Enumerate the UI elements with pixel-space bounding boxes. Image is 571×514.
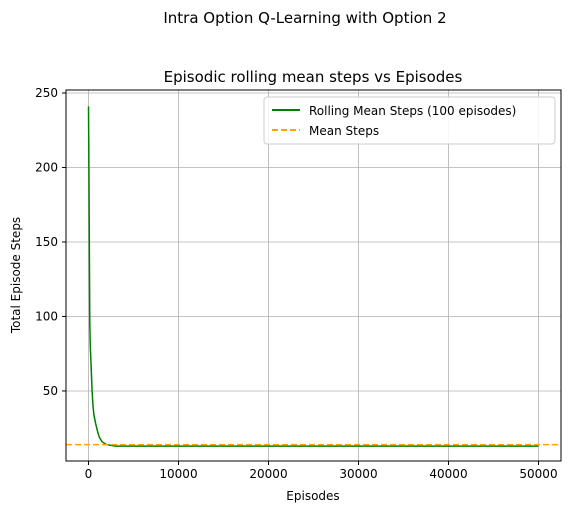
x-tick-label: 50000 [519, 467, 557, 481]
x-tick-label: 10000 [159, 467, 197, 481]
grid-lines [66, 90, 561, 461]
plot-area [66, 106, 561, 447]
axes [62, 89, 562, 465]
legend-box [263, 96, 556, 145]
x-tick-label: 40000 [429, 467, 467, 481]
y-tick-label: 150 [35, 235, 58, 249]
axes-frame [65, 89, 562, 462]
x-axis-label: Episodes [286, 489, 339, 503]
y-axis-label: Total Episode Steps [9, 217, 23, 334]
x-tick-label: 0 [85, 467, 93, 481]
y-tick-label: 50 [43, 384, 58, 398]
tick-labels: 0 10000 20000 30000 40000 50000 50 100 150 200 250 [35, 86, 558, 481]
y-tick-label: 100 [35, 309, 58, 323]
x-tick-label: 20000 [249, 467, 287, 481]
figure-suptitle: Intra Option Q-Learning with Option 2 [163, 9, 446, 27]
legend-label-mean-steps: Mean Steps [309, 124, 379, 138]
legend-label-rolling-mean: Rolling Mean Steps (100 episodes) [309, 104, 516, 118]
chart-title: Episodic rolling mean steps vs Episodes [164, 68, 463, 86]
x-tick-label: 30000 [339, 467, 377, 481]
rolling-mean-line [87, 106, 539, 447]
y-tick-label: 250 [35, 86, 58, 100]
legend: Rolling Mean Steps (100 episodes) Mean S… [263, 96, 556, 145]
y-tick-label: 200 [35, 160, 58, 174]
